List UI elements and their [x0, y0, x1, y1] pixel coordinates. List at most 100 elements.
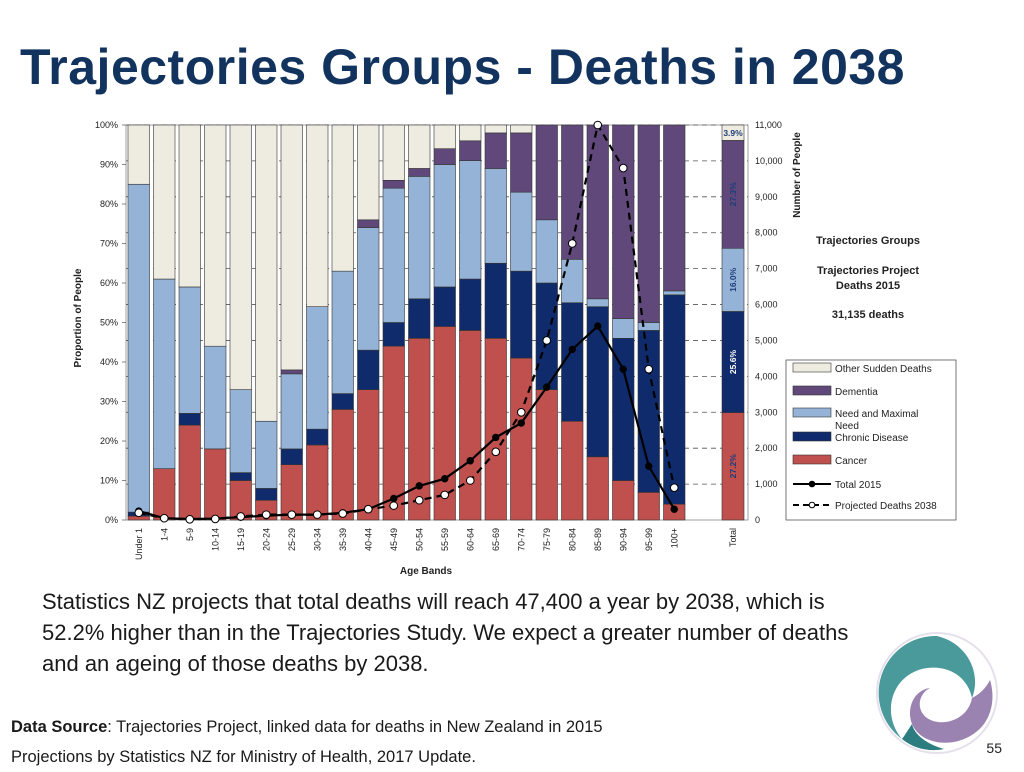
bar-segment — [280, 369, 303, 375]
projected-2038-point — [363, 504, 373, 514]
bar-segment — [408, 124, 431, 169]
x-tick-label: 15-19 — [236, 528, 246, 551]
bar-segment — [637, 322, 660, 331]
total-2015-point — [517, 419, 525, 427]
bar-segment — [127, 124, 150, 185]
bar-segment — [178, 286, 201, 414]
bar-segment — [484, 132, 507, 169]
x-tick-label: 60-64 — [465, 528, 475, 551]
projected-2038-point — [491, 447, 501, 457]
y-tick-label: 100% — [95, 120, 118, 130]
ministry-logo-icon — [876, 632, 998, 754]
total-segment-label: 16.0% — [728, 267, 738, 292]
source-text: : Trajectories Project, linked data for … — [107, 718, 603, 736]
x-tick-label: 30-34 — [312, 528, 322, 551]
y2-tick-label: 2,000 — [755, 443, 778, 453]
bar-segment — [178, 124, 201, 288]
projected-2038-point — [465, 476, 475, 485]
total-2015-point — [543, 383, 551, 391]
bar-segment — [178, 424, 201, 521]
projected-2038-point — [389, 501, 399, 510]
bar-segment — [357, 219, 380, 229]
y-tick-label: 70% — [100, 239, 118, 249]
bar-segment — [229, 389, 252, 473]
bar-segment — [484, 337, 507, 521]
legend-swatch — [792, 431, 832, 442]
x-tick-label: 5-9 — [185, 528, 195, 541]
x-tick-label: 95-99 — [644, 528, 654, 551]
projected-2038-point — [134, 508, 144, 518]
x-tick-label: 1-4 — [159, 528, 169, 541]
summary-text: Statistics NZ projects that total deaths… — [42, 589, 849, 676]
y2-tick-label: 8,000 — [755, 228, 778, 238]
legend-label: Dementia — [835, 387, 878, 398]
bar-segment — [561, 420, 584, 521]
total-segment-label: 27.3% — [728, 182, 738, 207]
bar-segment — [459, 140, 482, 161]
projected-2038-point — [185, 514, 195, 524]
bar-segment — [510, 124, 533, 134]
bar-segment — [204, 448, 227, 521]
total-2015-point — [415, 482, 423, 490]
bar-segment — [408, 298, 431, 339]
y-tick-label: 50% — [100, 318, 118, 328]
y2-tick-label: 6,000 — [755, 300, 778, 310]
bar-segment — [612, 318, 635, 339]
y2-tick-label: 11,000 — [755, 120, 782, 130]
bar-segment — [382, 187, 405, 323]
x-tick-label: 35-39 — [338, 528, 348, 551]
legend-title: Trajectories Groups — [816, 235, 920, 247]
bar-segment — [637, 492, 660, 521]
y-tick-label: 60% — [100, 278, 118, 288]
bar-segment — [280, 124, 303, 371]
legend-label: Need and Maximal — [835, 409, 918, 420]
bar-segment — [306, 306, 329, 430]
y2-tick-label: 4,000 — [755, 371, 778, 381]
bar-segment — [306, 428, 329, 446]
y-tick-label: 40% — [100, 357, 118, 367]
bar-segment — [433, 164, 456, 288]
x-tick-label: 65-69 — [491, 528, 501, 551]
bar-segment — [535, 124, 558, 221]
bar-segment — [255, 420, 278, 489]
projected-2038-point — [567, 239, 577, 248]
bar-segment — [637, 124, 660, 323]
projected-2038-point — [618, 163, 628, 173]
legend-label: Other Sudden Deaths — [835, 364, 932, 375]
total-2015-point — [492, 433, 500, 442]
y-tick-label: 20% — [100, 436, 118, 446]
bar-segment — [612, 337, 635, 481]
y2-tick-label: 9,000 — [755, 192, 778, 202]
bar-segment — [433, 286, 456, 327]
x-tick-label: 20-24 — [261, 528, 271, 551]
bar-segment — [204, 124, 227, 347]
page-number: 55 — [986, 740, 1002, 756]
bar-segment — [357, 349, 380, 390]
bar-segment — [484, 262, 507, 339]
bar-segment — [153, 124, 176, 280]
bar-segment — [280, 448, 303, 465]
bar-segment — [331, 270, 354, 394]
legend-deaths-count: 31,135 deaths — [832, 309, 904, 321]
bar-segment — [127, 183, 150, 513]
projected-2038-point — [338, 509, 348, 518]
y2-tick-label: 5,000 — [755, 335, 778, 345]
x-tick-label: 70-74 — [516, 528, 526, 551]
bar-segment — [484, 124, 507, 134]
y-tick-label: 0% — [105, 515, 118, 525]
total-segment-label: 3.9% — [723, 128, 743, 138]
legend-label: Projected Deaths 2038 — [835, 501, 937, 512]
bar-segment — [153, 468, 176, 521]
legend-swatch — [792, 407, 832, 418]
bar-segment — [612, 480, 635, 521]
projected-2038-point — [312, 510, 322, 519]
bar-segment — [663, 124, 686, 292]
legend-label: Chronic Disease — [835, 433, 909, 444]
total-segment-label: 25.6% — [728, 350, 738, 375]
bar-segment — [255, 488, 278, 501]
bar-segment — [535, 219, 558, 284]
bar-segment — [280, 373, 303, 450]
y-tick-label: 80% — [100, 199, 118, 209]
total-2015-point — [390, 494, 398, 503]
x-tick-label: 80-84 — [567, 528, 577, 551]
